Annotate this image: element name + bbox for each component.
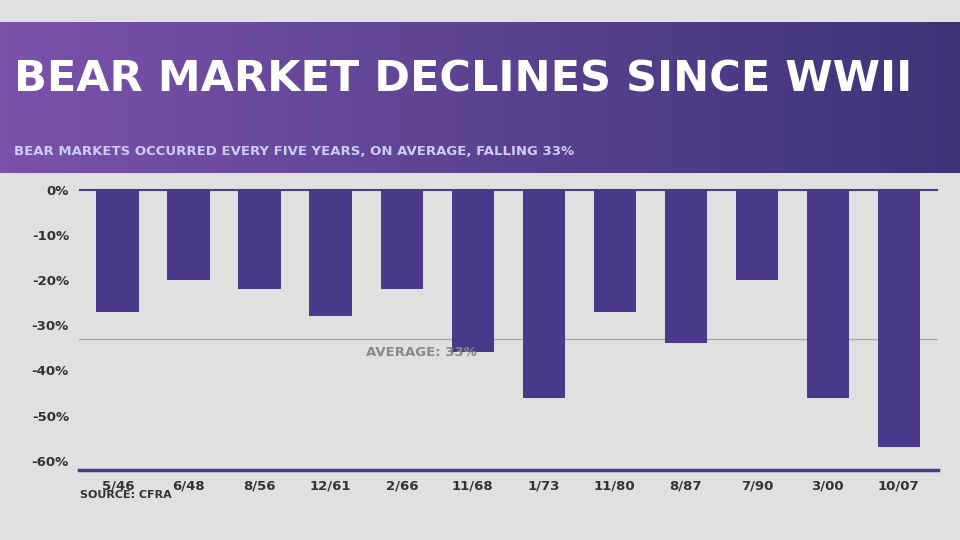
Text: AVERAGE: 33%: AVERAGE: 33% xyxy=(367,346,477,359)
Bar xyxy=(96,190,139,312)
Bar xyxy=(735,190,779,280)
Bar xyxy=(593,190,636,312)
Bar xyxy=(238,190,281,289)
Bar xyxy=(522,190,565,397)
Text: BEAR MARKETS OCCURRED EVERY FIVE YEARS, ON AVERAGE, FALLING 33%: BEAR MARKETS OCCURRED EVERY FIVE YEARS, … xyxy=(14,145,574,158)
Bar xyxy=(167,190,210,280)
Bar xyxy=(877,190,921,447)
Bar xyxy=(380,190,423,289)
Bar xyxy=(309,190,352,316)
Bar xyxy=(664,190,708,343)
Text: SOURCE: CFRA: SOURCE: CFRA xyxy=(80,489,172,500)
Bar xyxy=(451,190,494,353)
Text: BEAR MARKET DECLINES SINCE WWII: BEAR MARKET DECLINES SINCE WWII xyxy=(14,58,913,100)
Bar xyxy=(806,190,850,397)
